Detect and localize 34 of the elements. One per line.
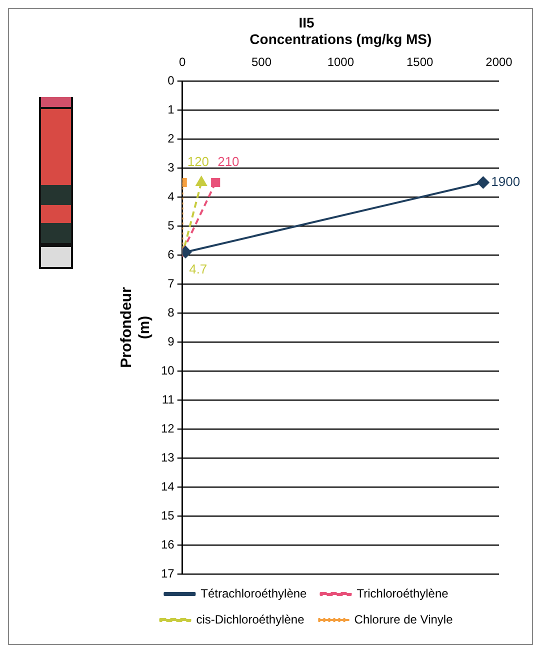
- y-tick-label: 15: [160, 508, 175, 522]
- annotation: 4.7: [189, 262, 208, 277]
- y-tick-label: 4: [168, 189, 175, 204]
- y-tick-label: 7: [168, 276, 175, 290]
- y-tick-label: 11: [162, 392, 175, 406]
- y-tick-label: 6: [168, 247, 175, 262]
- x-tick-label: 1500: [406, 55, 434, 70]
- x-tick-label: 500: [251, 55, 272, 70]
- x-tick-label: 0: [179, 55, 186, 70]
- y-tick-label: 5: [168, 218, 175, 232]
- y-tick-label: 2: [168, 131, 175, 146]
- y-tick-label: 1: [168, 102, 175, 116]
- y-tick-label: 9: [168, 334, 175, 348]
- x-tick-label: 1000: [327, 55, 354, 70]
- legend-label: Chlorure de Vinyle: [354, 612, 454, 626]
- legend-label: Trichloroéthylène: [356, 586, 449, 600]
- annotation: 210: [218, 154, 240, 170]
- x-tick-label: 2000: [486, 55, 513, 70]
- y-tick-label: 12: [160, 421, 175, 436]
- y-tick-label: 0: [168, 73, 175, 88]
- y-axis-title: Profondeur (m): [118, 286, 154, 368]
- chart-title: II5: [298, 14, 314, 30]
- x-axis-title: Concentrations (mg/kg MS): [250, 31, 432, 48]
- y-tick-label: 17: [160, 566, 175, 580]
- annotation: 120: [187, 154, 210, 170]
- y-tick-label: 8: [168, 305, 175, 320]
- legend-label: cis-Dichloroéthylène: [196, 612, 305, 626]
- legend-label: Tétrachloroéthylène: [200, 586, 308, 600]
- annotation: 1900: [491, 174, 520, 190]
- y-tick-label: 16: [160, 537, 175, 552]
- y-tick-label: 14: [160, 479, 175, 494]
- y-tick-label: 13: [160, 450, 175, 464]
- y-tick-label: 3: [168, 160, 175, 174]
- y-tick-label: 10: [160, 363, 175, 378]
